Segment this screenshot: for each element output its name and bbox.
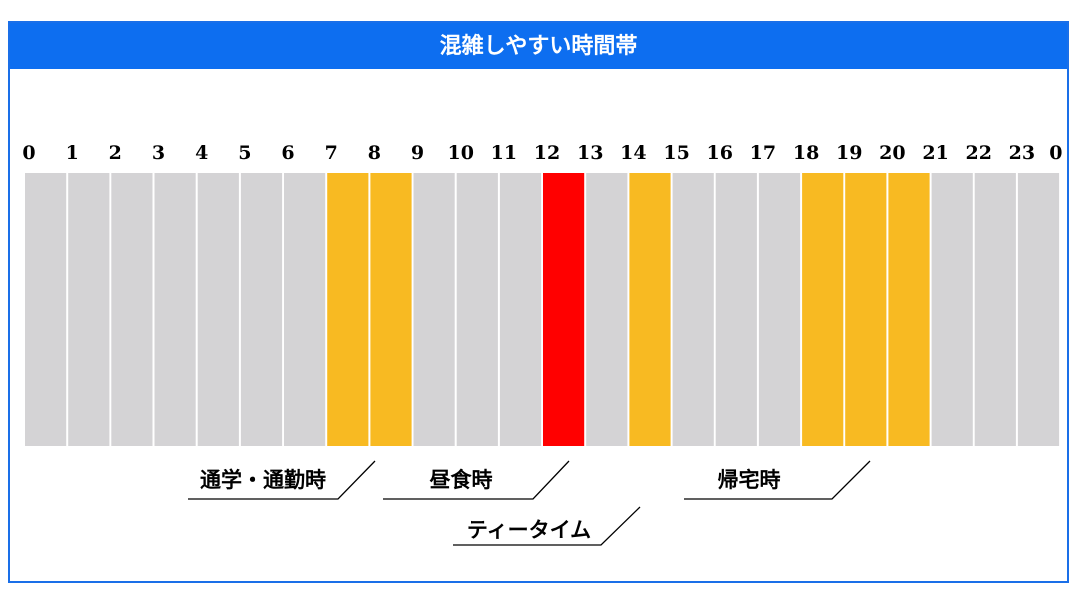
annotation-label: ティータイム (467, 517, 591, 542)
hour-bar-8-busy (370, 173, 412, 446)
x-tick-label: 7 (325, 142, 338, 164)
x-tick-label: 21 (922, 142, 948, 164)
hour-bar-23-normal (1017, 173, 1060, 446)
hour-bar-14-busy (629, 173, 671, 446)
x-tick-label: 8 (368, 142, 381, 164)
x-tick-label: 16 (706, 142, 732, 164)
annotation-leader-line (453, 506, 641, 546)
hour-bar-5-normal (240, 173, 283, 446)
hour-bar-6-normal (284, 173, 326, 446)
annotation-leader-line (383, 460, 570, 500)
x-tick-label: 11 (491, 142, 517, 164)
hour-bar-1-normal (68, 173, 110, 446)
x-tick-label: 13 (577, 142, 603, 164)
x-tick-label: 10 (447, 142, 473, 164)
x-tick-label: 18 (793, 142, 819, 164)
hour-bar-13-normal (586, 173, 628, 446)
chart-title: 混雑しやすい時間帯 (10, 23, 1067, 69)
annotation-leader-line (188, 460, 376, 500)
x-tick-label: 20 (879, 142, 905, 164)
x-tick-label: 17 (750, 142, 776, 164)
x-tick-label: 22 (965, 142, 991, 164)
hour-bars (25, 173, 1060, 446)
hour-bar-9-normal (413, 173, 455, 446)
x-tick-label: 0 (22, 142, 35, 164)
hour-bar-4-normal (197, 173, 239, 446)
x-tick-label: 4 (195, 142, 208, 164)
hour-bar-11-normal (499, 173, 542, 446)
x-tick-label: 9 (411, 142, 424, 164)
annotation-label: 帰宅時 (718, 467, 781, 492)
chart-frame: 混雑しやすい時間帯 (8, 21, 1069, 583)
annotation-leader-line (684, 460, 871, 500)
annotation-label: 昼食時 (430, 467, 493, 492)
x-tick-label: 12 (534, 142, 560, 164)
hour-bar-0-normal (25, 173, 67, 446)
x-tick-label: 6 (281, 142, 294, 164)
hour-bar-20-busy (888, 173, 930, 446)
hour-bar-22-normal (974, 173, 1016, 446)
hour-bar-17-normal (758, 173, 801, 446)
hour-bar-10-normal (456, 173, 498, 446)
hour-bar-12-peak (543, 173, 585, 446)
x-tick-label: 19 (836, 142, 862, 164)
hour-bar-21-normal (931, 173, 973, 446)
x-tick-label: 5 (238, 142, 251, 164)
x-tick-label: 1 (66, 142, 79, 164)
annotation-label: 通学・通勤時 (200, 467, 326, 492)
hour-bar-19-busy (845, 173, 887, 446)
hour-bar-16-normal (715, 173, 757, 446)
hour-bar-18-busy (802, 173, 844, 446)
x-tick-label: 2 (109, 142, 122, 164)
x-tick-label: 15 (663, 142, 689, 164)
hour-bar-3-normal (154, 173, 196, 446)
hour-bar-15-normal (672, 173, 714, 446)
x-tick-label: 23 (1009, 142, 1035, 164)
hour-bar-7-busy (327, 173, 369, 446)
x-tick-label: 0 (1049, 142, 1062, 164)
hour-bar-2-normal (111, 173, 153, 446)
x-tick-label: 3 (152, 142, 165, 164)
x-tick-label: 14 (620, 142, 646, 164)
hour-tick-labels: 0 1 2 3 4 5 6 7 8 9 10 11 12 13 14 15 16 17 18 19 20 21 22 23 0 (22, 142, 1062, 164)
